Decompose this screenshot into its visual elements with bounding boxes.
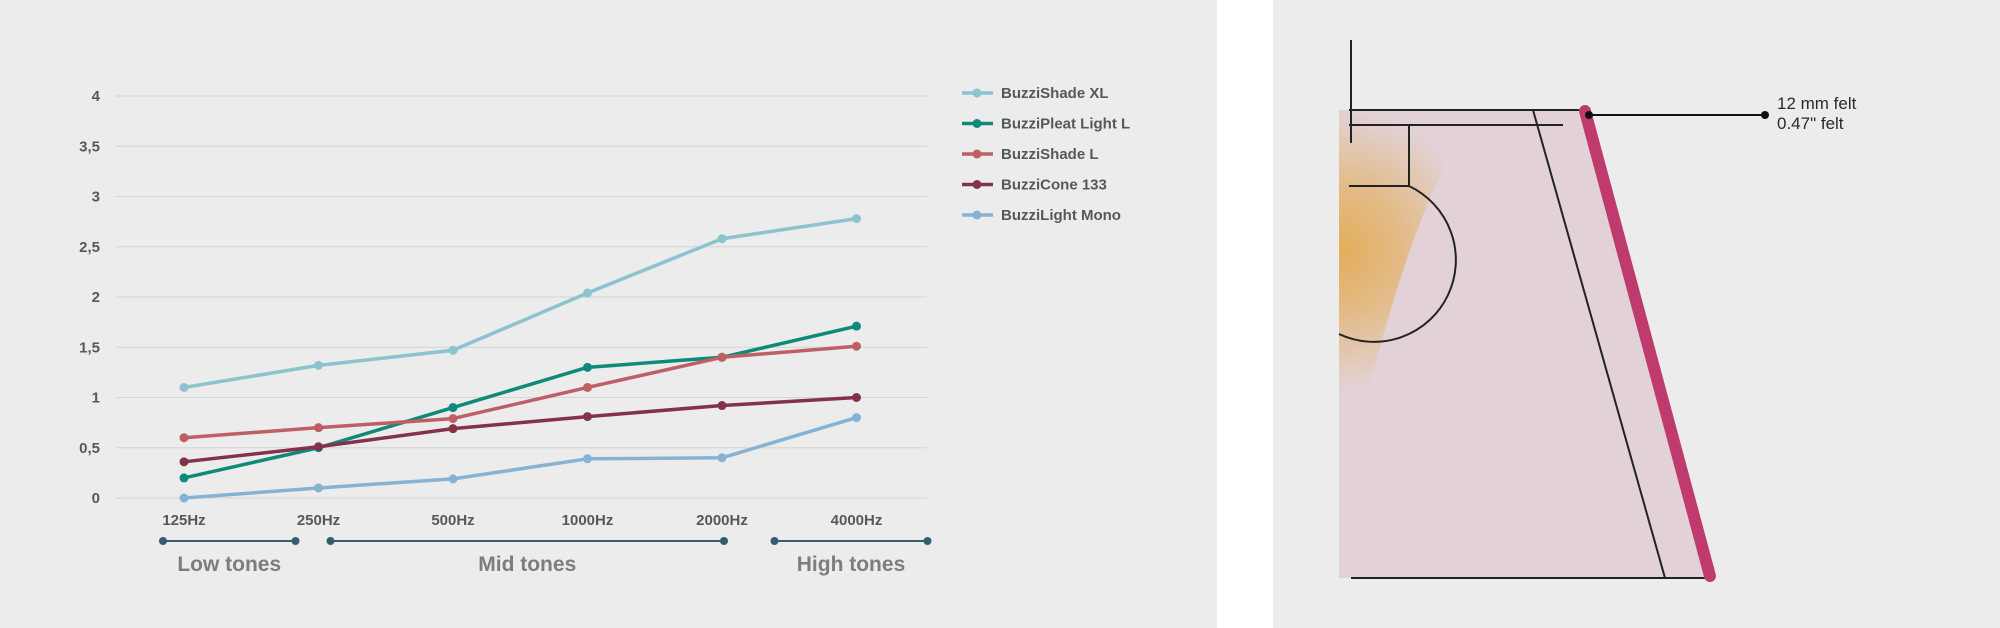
legend-marker [972,210,982,220]
series-line [183,415,858,500]
y-tick-label: 2,5 [79,239,100,256]
chart-panel: 0 0,5 1 1,5 2 2,5 3 3,5 4 125Hz 250Hz 500Hz 1000Hz 2… [0,0,1217,628]
diagram-panel: 12 mm felt 0.47" felt [1273,0,2000,628]
legend-label: BuzziShade L [1001,146,1099,163]
tone-band-endpoint [159,537,167,545]
data-point [717,453,727,463]
lamp-cross-section-diagram: 12 mm felt 0.47" felt [1338,40,1857,582]
tone-bands: Low tones Mid tones High tones [159,537,932,576]
data-point [179,457,189,467]
data-point [852,341,861,351]
data-point [852,214,861,224]
data-point [448,424,458,434]
felt-callout-dot-right [1761,111,1769,119]
x-axis-ticks: 125Hz 250Hz 500Hz 1000Hz 2000Hz 4000Hz [162,512,882,529]
data-point [583,454,592,464]
data-point [314,360,323,370]
series-lines [179,214,861,503]
y-axis-ticks: 0 0,5 1 1,5 2 2,5 3 3,5 4 [79,88,101,507]
legend: BuzziShade XL BuzziPleat Light L BuzziShad… [962,85,1130,224]
data-point [583,288,592,298]
felt-label-mm: 12 mm felt [1777,94,1857,113]
y-tick-label: 4 [92,88,101,105]
data-point [717,352,727,362]
legend-label: BuzziPleat Light L [1001,116,1130,133]
grid-lines [116,95,927,499]
series-line [183,324,857,480]
x-tick-label: 4000Hz [831,512,883,529]
data-point [448,414,458,424]
x-tick-label: 2000Hz [696,512,748,529]
inner-slope-line [1532,109,1666,579]
legend-label: BuzziShade XL [1001,85,1109,102]
data-point [314,423,323,433]
y-tick-label: 2 [92,289,100,306]
series-line [183,395,857,464]
data-point [314,483,323,493]
tone-band-endpoint [720,537,728,545]
absorption-line-chart: 0 0,5 1 1,5 2 2,5 3 3,5 4 125Hz 250Hz 500Hz 1000Hz 2… [79,85,1130,576]
bulb-outline [1338,185,1457,343]
legend-marker [972,149,982,159]
tone-band-label: High tones [797,553,906,576]
data-point [448,474,458,484]
x-tick-label: 1000Hz [562,512,614,529]
data-point [717,401,727,411]
tone-band-endpoint [291,537,300,545]
series-line [183,216,857,390]
felt-callout-dot-left [1585,111,1593,119]
y-tick-label: 0 [92,490,100,507]
legend-label: BuzziLight Mono [1001,207,1121,224]
data-point [179,382,189,392]
series-line [183,344,857,440]
x-tick-label: 500Hz [431,512,474,529]
felt-layer [1579,105,1716,582]
tone-band-endpoint [326,537,335,545]
data-point [448,403,458,413]
shade-body [1339,110,1710,578]
x-tick-label: 125Hz [162,512,205,529]
data-point [583,362,592,372]
data-point [852,393,861,402]
tone-band-label: Low tones [177,553,281,576]
data-point [179,473,189,483]
light-glow [1339,110,1478,520]
legend-label: BuzziCone 133 [1001,177,1107,194]
tone-band-endpoint [923,537,932,545]
data-point [852,321,861,331]
y-tick-label: 3,5 [79,138,100,155]
data-point [179,433,189,443]
y-tick-label: 3 [92,189,100,206]
x-tick-label: 250Hz [297,512,340,529]
data-point [448,345,458,355]
y-tick-label: 1 [92,390,100,407]
felt-label-inch: 0.47" felt [1777,114,1844,133]
y-tick-label: 1,5 [79,339,100,356]
tone-band-endpoint [770,537,779,545]
tone-band-label: Mid tones [478,553,576,576]
y-tick-label: 0,5 [79,440,100,457]
legend-marker [972,119,982,128]
data-point [314,442,323,452]
data-point [717,234,727,244]
data-point [583,382,592,392]
legend-marker [972,88,982,98]
legend-marker [972,180,982,189]
data-point [583,412,592,422]
data-point [852,413,861,423]
data-point [179,493,189,503]
